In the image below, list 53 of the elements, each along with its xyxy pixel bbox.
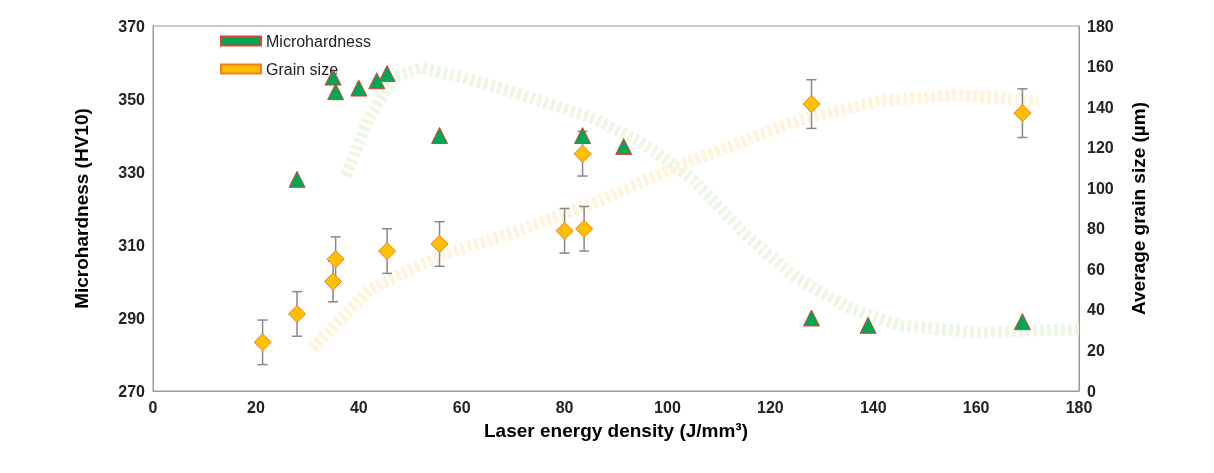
y2-tick-label: 140 — [1087, 98, 1114, 116]
x-tick-label: 100 — [654, 398, 681, 416]
point — [802, 95, 821, 114]
x-tick-label: 120 — [756, 398, 784, 416]
point — [574, 127, 592, 144]
y2-tick-label: 100 — [1087, 179, 1114, 197]
point — [430, 234, 449, 253]
y2-tick-label: 120 — [1087, 139, 1114, 157]
legend-label: Microhardness — [266, 32, 371, 50]
point — [1013, 313, 1031, 331]
y2-axis-title: Average grain size (µm) — [1128, 102, 1149, 315]
y-tick-label: 270 — [118, 382, 146, 400]
point — [378, 242, 397, 261]
y-tick-label: 330 — [118, 163, 146, 181]
y2-tick-label: 180 — [1087, 17, 1114, 35]
y-tick-label: 310 — [118, 236, 146, 254]
x-tick-label: 80 — [555, 398, 574, 416]
point — [288, 304, 307, 323]
point — [253, 333, 272, 352]
x-tick-label: 180 — [1065, 398, 1093, 416]
point — [573, 144, 592, 163]
point — [802, 309, 820, 327]
point — [431, 127, 449, 144]
x-axis-title: Laser energy density (J/mm³) — [484, 420, 748, 441]
y2-tick-label: 40 — [1087, 301, 1105, 319]
point — [1013, 104, 1032, 123]
x-tick-label: 20 — [246, 398, 265, 416]
y2-tick-label: 80 — [1087, 220, 1105, 238]
point — [615, 137, 633, 155]
point — [326, 250, 345, 269]
x-tick-label: 0 — [148, 398, 158, 416]
point — [368, 72, 386, 90]
x-tick-label: 140 — [859, 398, 887, 416]
y-axis-title: Microhardness (HV10) — [71, 108, 92, 309]
x-tick-label: 160 — [962, 398, 990, 416]
y-tick-label: 350 — [118, 90, 146, 108]
point — [288, 170, 306, 188]
point — [575, 219, 594, 238]
y2-tick-label: 60 — [1087, 260, 1105, 278]
y-tick-label: 290 — [118, 309, 146, 327]
y2-tick-label: 20 — [1087, 341, 1105, 359]
x-tick-label: 40 — [349, 398, 368, 416]
point — [555, 221, 574, 240]
x-tick-label: 60 — [452, 398, 471, 416]
point — [378, 64, 396, 82]
point — [350, 79, 368, 97]
y-tick-label: 370 — [118, 17, 146, 35]
point — [324, 272, 343, 291]
point — [327, 83, 345, 101]
y2-tick-label: 0 — [1087, 382, 1096, 400]
legend-label: Grain size — [266, 60, 339, 78]
point — [859, 316, 877, 334]
y2-tick-label: 160 — [1087, 58, 1114, 76]
